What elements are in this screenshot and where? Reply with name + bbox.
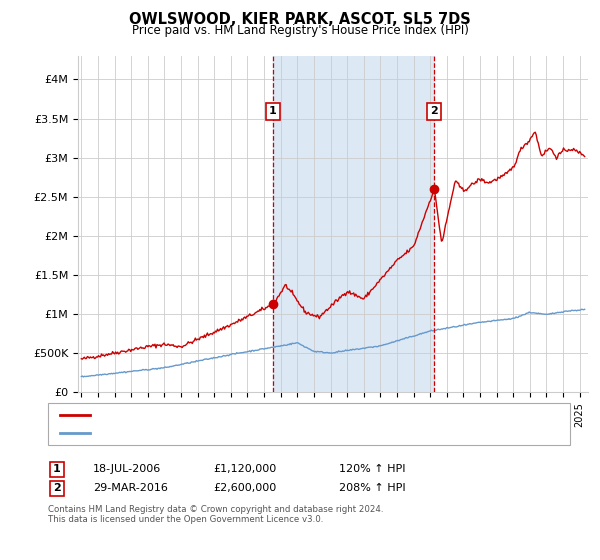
Text: £2,600,000: £2,600,000	[213, 483, 276, 493]
Text: 18-JUL-2006: 18-JUL-2006	[93, 464, 161, 474]
Text: 208% ↑ HPI: 208% ↑ HPI	[339, 483, 406, 493]
Text: 1: 1	[53, 464, 61, 474]
Text: HPI: Average price, detached house, Windsor and Maidenhead: HPI: Average price, detached house, Wind…	[96, 428, 421, 438]
Text: 120% ↑ HPI: 120% ↑ HPI	[339, 464, 406, 474]
Text: 2: 2	[430, 106, 438, 116]
Text: OWLSWOOD, KIER PARK, ASCOT, SL5 7DS: OWLSWOOD, KIER PARK, ASCOT, SL5 7DS	[129, 12, 471, 27]
Text: This data is licensed under the Open Government Licence v3.0.: This data is licensed under the Open Gov…	[48, 515, 323, 524]
Bar	[273, 56, 434, 392]
Text: 29-MAR-2016: 29-MAR-2016	[93, 483, 168, 493]
Text: £1,120,000: £1,120,000	[213, 464, 276, 474]
Text: 1: 1	[269, 106, 277, 116]
Text: OWLSWOOD, KIER PARK, ASCOT, SL5 7DS (detached house): OWLSWOOD, KIER PARK, ASCOT, SL5 7DS (det…	[96, 410, 409, 420]
Text: 2: 2	[53, 483, 61, 493]
Text: Contains HM Land Registry data © Crown copyright and database right 2024.: Contains HM Land Registry data © Crown c…	[48, 505, 383, 514]
Text: Price paid vs. HM Land Registry's House Price Index (HPI): Price paid vs. HM Land Registry's House …	[131, 24, 469, 36]
